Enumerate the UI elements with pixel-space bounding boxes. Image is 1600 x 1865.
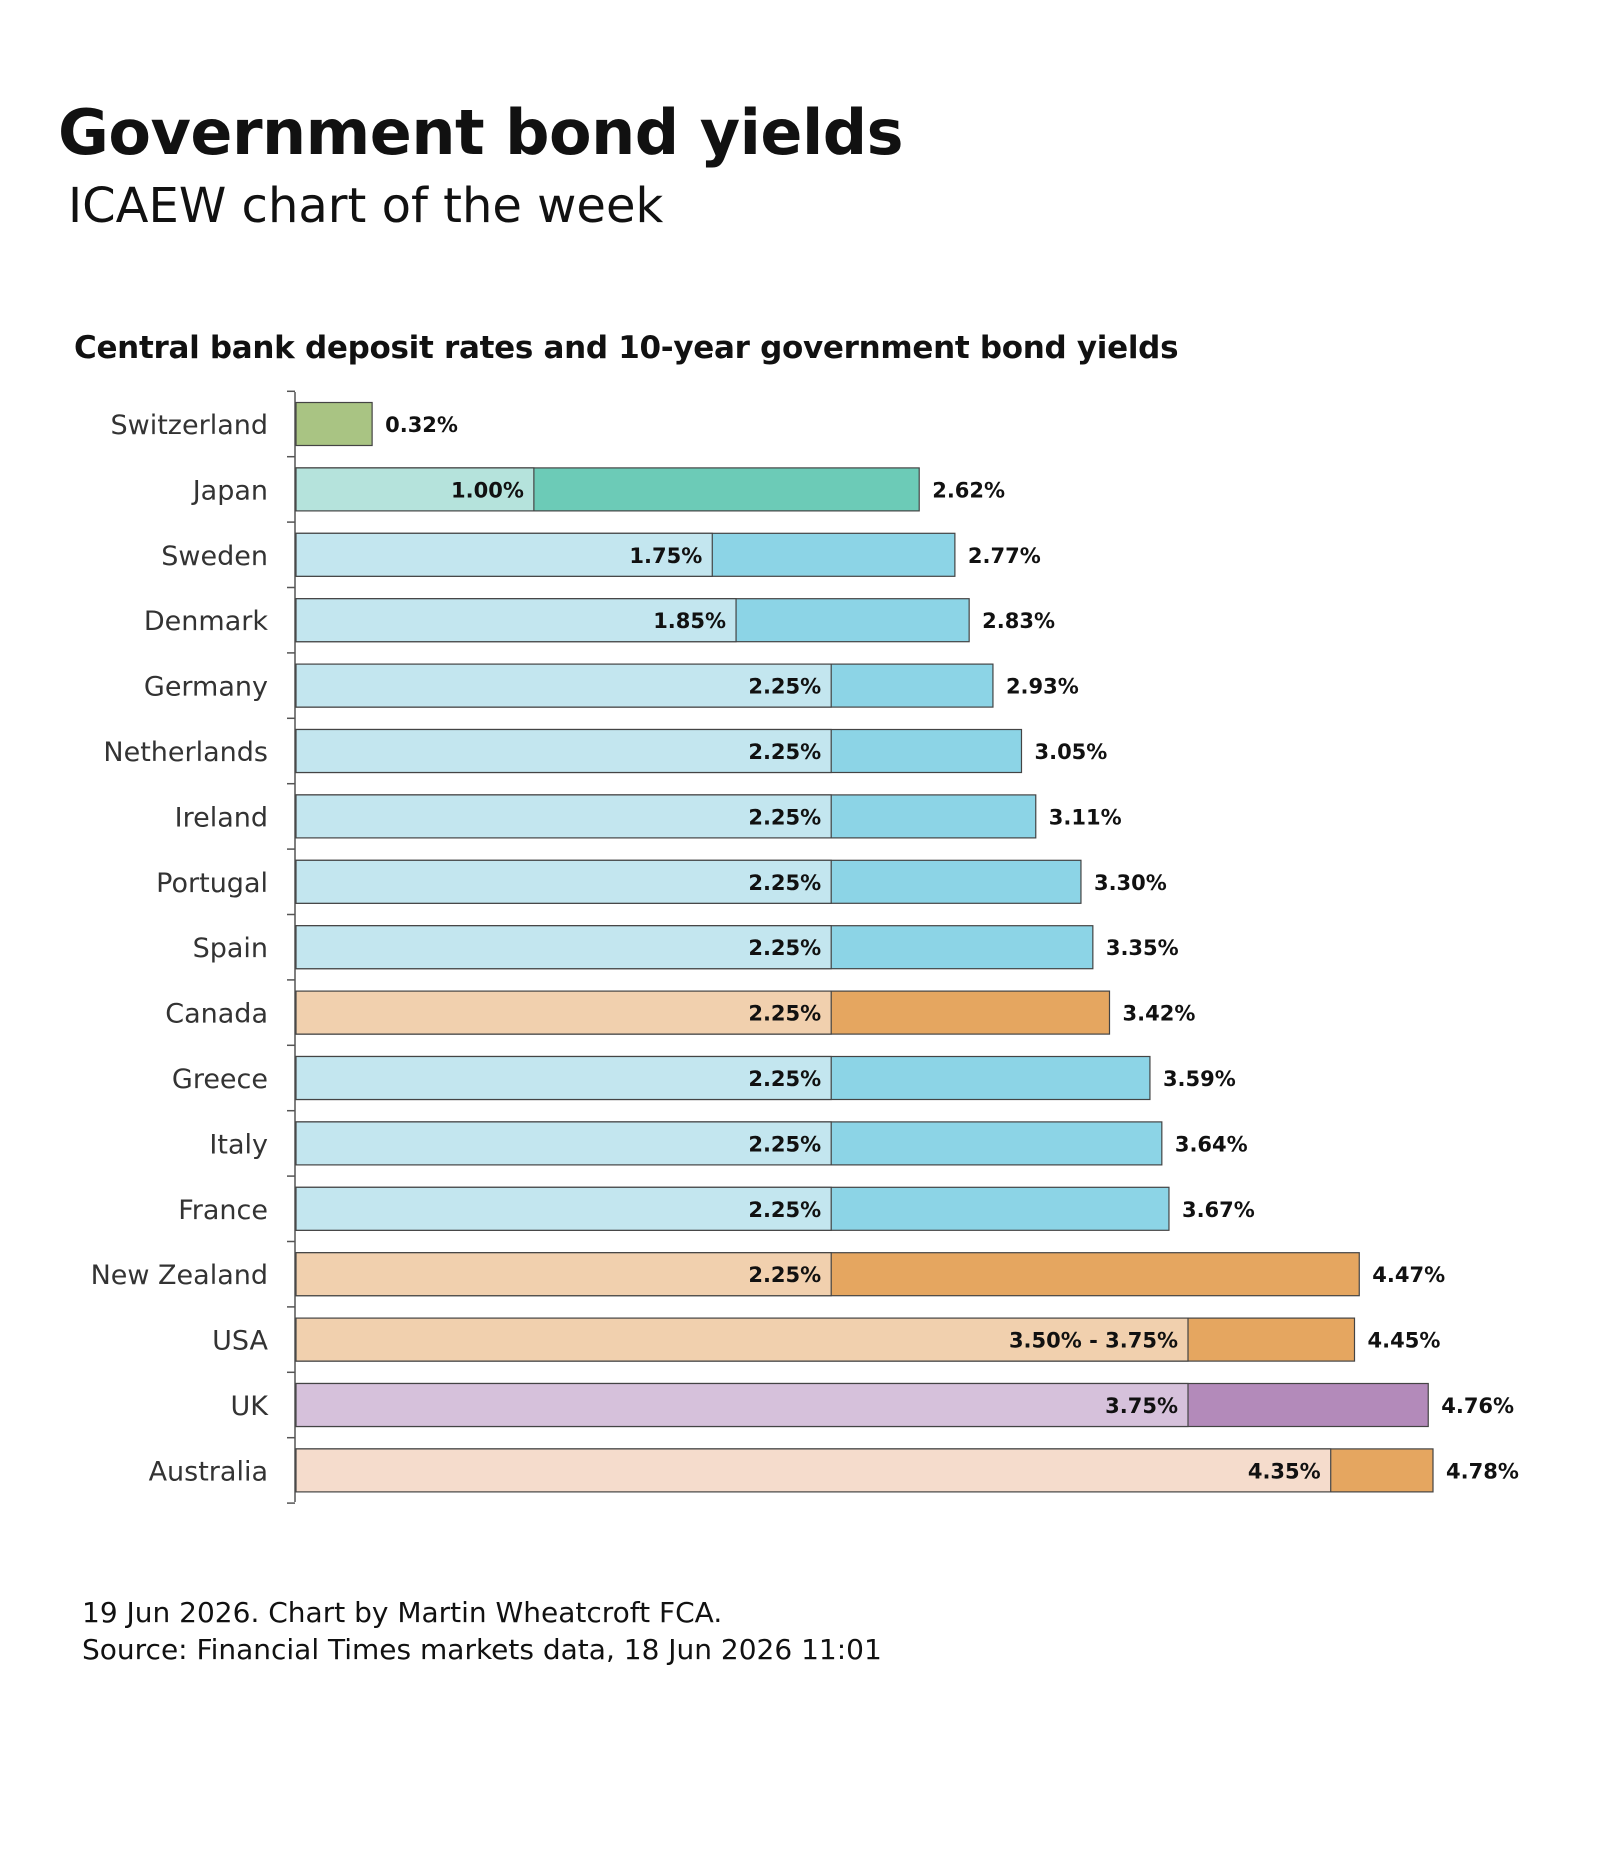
category-label: Netherlands [103,737,268,768]
bond-yield-label: 4.45% [1368,1329,1441,1353]
deposit-rate-bar [295,859,832,904]
deposit-rate-bar [295,532,713,577]
footer: 19 Jun 2026. Chart by Martin Wheatcroft … [82,1594,882,1668]
deposit-rate-label: 2.25% [748,1132,821,1156]
deposit-rate-bar [295,1121,832,1166]
bond-yield-label: 3.42% [1123,1002,1196,1026]
bond-yield-label: 2.93% [1006,675,1079,699]
deposit-rate-label: 2.25% [748,936,821,960]
page-title: Government bond yields [58,96,904,169]
deposit-rate-bar [295,598,737,643]
deposit-rate-bar [295,990,832,1035]
category-label: UK [231,1391,270,1422]
category-label: New Zealand [91,1260,268,1291]
bond-yield-label: 3.30% [1094,871,1167,895]
deposit-rate-label: 4.35% [1248,1459,1321,1483]
deposit-rate-bar [295,794,832,839]
deposit-rate-bar [295,663,832,708]
deposit-rate-label: 2.25% [748,1198,821,1222]
deposit-rate-bar [295,728,832,774]
bond-yield-label: 4.47% [1372,1263,1445,1287]
deposit-rate-bar [295,1382,1189,1428]
deposit-rate-bar [295,925,832,970]
bond-yield-label: 3.05% [1034,740,1107,764]
deposit-rate-label: 1.85% [653,609,726,633]
deposit-rate-label: 2.25% [748,1067,821,1091]
page-subtitle: ICAEW chart of the week [68,178,664,234]
deposit-rate-label: 2.25% [748,1263,821,1287]
deposit-rate-bar [295,1055,832,1101]
deposit-rate-label: 3.50% - 3.75% [1009,1329,1178,1353]
bond-yield-label: 3.35% [1106,936,1179,960]
bond-yield-label: 4.78% [1446,1459,1519,1483]
deposit-rate-label: 1.75% [629,544,702,568]
bond-yield-label: 4.76% [1441,1394,1514,1418]
footer-date-credit: 19 Jun 2026. Chart by Martin Wheatcroft … [82,1596,723,1629]
category-label: Greece [172,1064,268,1095]
chart-title: Central bank deposit rates and 10-year g… [74,330,1179,366]
category-label: Denmark [144,606,268,637]
category-label: Ireland [175,802,268,833]
category-label: Japan [191,475,268,506]
footer-source: Source: Financial Times markets data, 18… [82,1633,882,1666]
category-label: Switzerland [111,410,269,441]
deposit-rate-label: 2.25% [748,1002,821,1026]
deposit-rate-label: 2.25% [748,675,821,699]
category-label: Sweden [161,541,268,572]
deposit-rate-label: 2.25% [748,805,821,829]
category-label: Spain [193,933,268,964]
deposit-rate-bar [295,467,535,512]
bond-yield-label: 3.11% [1049,805,1122,829]
bond-yield-label: 3.64% [1175,1132,1248,1156]
category-label: Australia [149,1456,268,1487]
category-label: Portugal [156,868,268,899]
bond-yield-label: 2.62% [932,478,1005,502]
deposit-rate-label: 2.25% [748,740,821,764]
deposit-rate-bar [295,1252,832,1297]
category-label: Italy [209,1129,268,1160]
deposit-rate-label: 3.75% [1105,1394,1178,1418]
bond-yield-label: 0.32% [385,413,458,437]
bond-yield-bar [295,401,373,447]
category-label: Canada [165,999,268,1030]
deposit-rate-label: 2.25% [748,871,821,895]
deposit-rate-bar [295,1317,1189,1362]
category-label: Germany [144,672,268,703]
bond-yield-label: 3.59% [1163,1067,1236,1091]
deposit-rate-label: 1.00% [451,478,524,502]
bond-yield-label: 2.77% [968,544,1041,568]
deposit-rate-bar [295,1448,1332,1493]
bond-yield-label: 3.67% [1182,1198,1255,1222]
category-label: France [178,1195,268,1226]
bond-yield-label: 2.83% [982,609,1055,633]
deposit-rate-bar [295,1186,832,1231]
category-label: USA [212,1326,268,1357]
